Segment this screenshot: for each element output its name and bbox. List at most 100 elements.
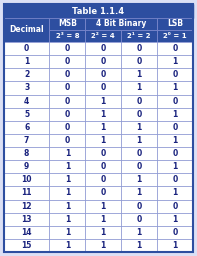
Text: 1: 1: [137, 123, 142, 132]
Text: 0: 0: [172, 149, 178, 158]
Bar: [157, 55, 193, 68]
Text: 1: 1: [101, 136, 106, 145]
Bar: [4, 42, 49, 55]
Bar: [157, 42, 193, 55]
Bar: [4, 213, 49, 226]
Bar: [121, 81, 157, 94]
Text: 1: 1: [65, 201, 70, 211]
Bar: [49, 55, 85, 68]
Bar: [157, 147, 193, 160]
Text: 1: 1: [65, 215, 70, 224]
Bar: [85, 160, 121, 173]
Bar: [4, 160, 49, 173]
Text: 1: 1: [137, 188, 142, 197]
Text: 1: 1: [137, 83, 142, 92]
Bar: [4, 108, 49, 121]
Text: 10: 10: [21, 175, 32, 184]
Text: 0: 0: [101, 44, 106, 53]
Text: 12: 12: [21, 201, 32, 211]
Bar: [85, 55, 121, 68]
Text: 2² = 4: 2² = 4: [91, 33, 115, 39]
Text: 1: 1: [65, 241, 70, 250]
Text: 1: 1: [172, 136, 178, 145]
Bar: [121, 121, 157, 134]
Text: 9: 9: [24, 162, 29, 171]
Bar: [121, 199, 157, 213]
Text: 0: 0: [172, 44, 178, 53]
Text: 0: 0: [65, 70, 70, 79]
Text: Table 1.1.4: Table 1.1.4: [72, 6, 125, 16]
Text: 0: 0: [172, 123, 178, 132]
Bar: [49, 30, 85, 42]
Text: 2³ = 8: 2³ = 8: [56, 33, 79, 39]
Text: 13: 13: [21, 215, 32, 224]
Bar: [85, 18, 157, 30]
Bar: [4, 199, 49, 213]
Text: 1: 1: [24, 57, 29, 66]
Text: 1: 1: [65, 175, 70, 184]
Bar: [157, 199, 193, 213]
Text: 8: 8: [24, 149, 29, 158]
Bar: [49, 239, 85, 252]
Bar: [4, 186, 49, 199]
Bar: [121, 147, 157, 160]
Text: 0: 0: [137, 44, 142, 53]
Bar: [85, 134, 121, 147]
Text: 0: 0: [172, 228, 178, 237]
Text: 1: 1: [101, 241, 106, 250]
Text: 1: 1: [101, 228, 106, 237]
Bar: [85, 213, 121, 226]
Text: 11: 11: [21, 188, 32, 197]
Text: 0: 0: [172, 70, 178, 79]
Bar: [157, 226, 193, 239]
Bar: [121, 160, 157, 173]
Bar: [85, 173, 121, 186]
Text: 1: 1: [137, 70, 142, 79]
Text: 1: 1: [172, 241, 178, 250]
Bar: [157, 213, 193, 226]
Bar: [4, 147, 49, 160]
Text: 0: 0: [101, 188, 106, 197]
Text: 1: 1: [172, 215, 178, 224]
Bar: [85, 94, 121, 108]
Bar: [4, 55, 49, 68]
Bar: [85, 68, 121, 81]
Bar: [121, 94, 157, 108]
Text: 0: 0: [101, 162, 106, 171]
Bar: [49, 42, 85, 55]
Bar: [157, 94, 193, 108]
Bar: [157, 173, 193, 186]
Bar: [85, 186, 121, 199]
Bar: [121, 68, 157, 81]
Text: 0: 0: [101, 149, 106, 158]
Text: 0: 0: [101, 83, 106, 92]
Text: 2⁰ = 1: 2⁰ = 1: [163, 33, 187, 39]
Bar: [4, 94, 49, 108]
Text: 1: 1: [172, 162, 178, 171]
Bar: [4, 226, 49, 239]
Bar: [4, 239, 49, 252]
Bar: [4, 173, 49, 186]
Text: 0: 0: [101, 175, 106, 184]
Text: 0: 0: [137, 215, 142, 224]
Text: MSB: MSB: [58, 19, 77, 28]
Text: 1: 1: [172, 188, 178, 197]
Text: 1: 1: [101, 110, 106, 119]
Bar: [157, 239, 193, 252]
Bar: [85, 108, 121, 121]
Text: 15: 15: [21, 241, 32, 250]
Text: 2¹ = 2: 2¹ = 2: [127, 33, 151, 39]
Bar: [121, 186, 157, 199]
Bar: [49, 226, 85, 239]
Bar: [85, 199, 121, 213]
Bar: [121, 108, 157, 121]
Bar: [157, 30, 193, 42]
Text: 1: 1: [101, 123, 106, 132]
Text: 1: 1: [65, 162, 70, 171]
Bar: [85, 147, 121, 160]
Text: 0: 0: [172, 175, 178, 184]
Bar: [49, 147, 85, 160]
Bar: [4, 18, 49, 42]
Bar: [85, 226, 121, 239]
Bar: [4, 121, 49, 134]
